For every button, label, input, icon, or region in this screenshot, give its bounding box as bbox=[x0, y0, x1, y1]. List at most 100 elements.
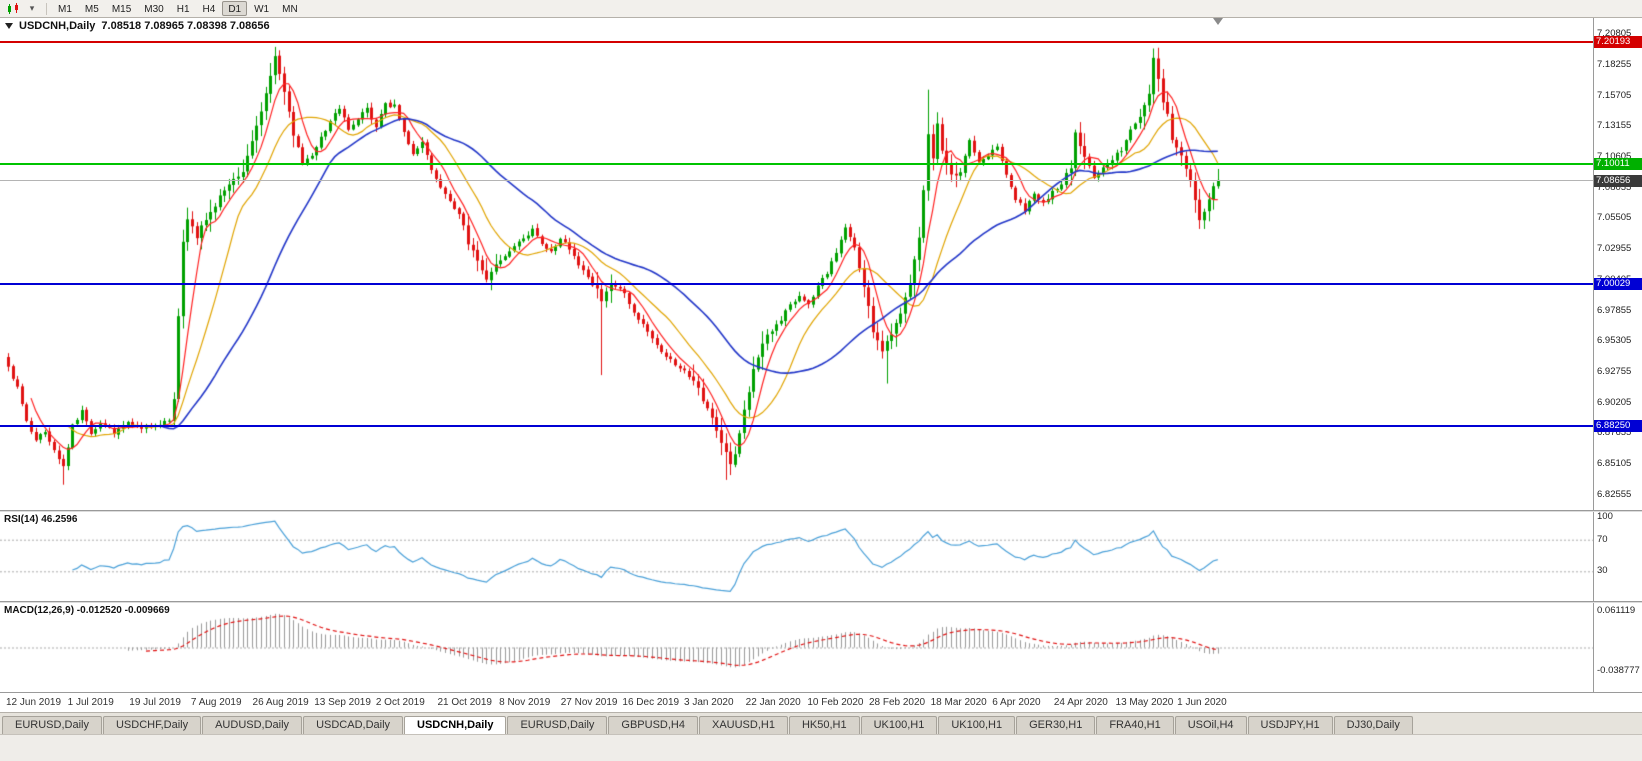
chart-tab-USOil-H4[interactable]: USOil,H4 bbox=[1174, 716, 1247, 734]
date-label: 19 Jul 2019 bbox=[129, 697, 181, 708]
chart-tab-GER30-H1[interactable]: GER30,H1 bbox=[1016, 716, 1096, 734]
price-chart-canvas[interactable] bbox=[0, 18, 1593, 510]
current-price-line bbox=[0, 180, 1593, 182]
rsi-indicator-label: RSI(14) 46.2596 bbox=[4, 514, 78, 525]
support-line-1[interactable] bbox=[0, 283, 1593, 286]
time-axis[interactable]: 12 Jun 2019 1 Jul 2019 19 Jul 2019 7 Aug 20… bbox=[0, 692, 1642, 712]
timeframe-button-M1[interactable]: M1 bbox=[58, 4, 72, 15]
timeframe-button-H4[interactable]: H4 bbox=[202, 4, 216, 15]
macd-axis-label: -0.038777 bbox=[1597, 664, 1640, 676]
price-axis-label: 6.97855 bbox=[1597, 304, 1632, 316]
toolbar-separator bbox=[46, 2, 47, 15]
chart-shift-marker[interactable] bbox=[1213, 18, 1223, 25]
resistance-line[interactable] bbox=[0, 40, 1593, 43]
rsi-axis-border bbox=[1593, 512, 1594, 601]
rsi-axis-label: 30 bbox=[1597, 565, 1608, 577]
rsi-canvas[interactable] bbox=[0, 512, 1593, 601]
pivot-line[interactable] bbox=[0, 163, 1593, 166]
date-label: 16 Dec 2019 bbox=[622, 697, 680, 708]
chart-tab-USDCAD-Daily[interactable]: USDCAD,Daily bbox=[303, 716, 404, 734]
timeframe-button-MN[interactable]: MN bbox=[282, 4, 298, 15]
chart-tab-FRA40-H1[interactable]: FRA40,H1 bbox=[1096, 716, 1174, 734]
price-axis-label: 7.13155 bbox=[1597, 120, 1632, 132]
chart-tab-DJ30-Daily[interactable]: DJ30,Daily bbox=[1333, 716, 1413, 734]
chart-tab-GBPUSD-H4[interactable]: GBPUSD,H4 bbox=[608, 716, 698, 734]
date-label: 1 Jul 2019 bbox=[67, 697, 114, 708]
timeframe-button-H1[interactable]: H1 bbox=[176, 4, 190, 15]
chart-tab-HK50-H1[interactable]: HK50,H1 bbox=[788, 716, 860, 734]
date-label: 8 Nov 2019 bbox=[499, 697, 551, 708]
chart-tab-EURUSD-Daily[interactable]: EURUSD,Daily bbox=[507, 716, 608, 734]
chart-tab-USDCNH-Daily[interactable]: USDCNH,Daily bbox=[404, 716, 507, 734]
date-label: 1 Jun 2020 bbox=[1177, 697, 1227, 708]
rsi-axis-label: 100 bbox=[1597, 512, 1613, 522]
pivot-line-tag: 7.10011 bbox=[1594, 158, 1642, 171]
date-label: 24 Apr 2020 bbox=[1053, 697, 1108, 708]
support-line-2-tag: 6.88250 bbox=[1594, 420, 1642, 433]
chart-tab-XAUUSD-H1[interactable]: XAUUSD,H1 bbox=[698, 716, 788, 734]
timeframe-button-M15[interactable]: M15 bbox=[111, 4, 132, 15]
toolbar: ▾ M1 M5 M15 M30 H1 H4 D1 W1 MN bbox=[0, 0, 1642, 18]
date-label: 12 Jun 2019 bbox=[6, 697, 62, 708]
date-label: 21 Oct 2019 bbox=[437, 697, 492, 708]
price-axis-label: 7.02955 bbox=[1597, 243, 1632, 255]
support-line-2[interactable] bbox=[0, 425, 1593, 428]
date-label: 28 Feb 2020 bbox=[868, 697, 926, 708]
price-axis-label: 7.18255 bbox=[1597, 58, 1632, 70]
candlestick-chart-icon[interactable] bbox=[4, 1, 22, 17]
price-axis-label: 6.90205 bbox=[1597, 396, 1632, 408]
macd-canvas[interactable] bbox=[0, 603, 1593, 692]
rsi-axis-label: 70 bbox=[1597, 533, 1608, 545]
date-label: 26 Aug 2019 bbox=[252, 697, 309, 708]
resistance-line-tag: 7.20193 bbox=[1594, 35, 1642, 48]
current-price-line-tag: 7.08656 bbox=[1594, 174, 1642, 187]
chart-tab-UK100-H1[interactable]: UK100,H1 bbox=[860, 716, 938, 734]
timeframe-button-D1[interactable]: D1 bbox=[222, 1, 248, 16]
timeframe-button-M30[interactable]: M30 bbox=[144, 4, 164, 15]
rsi-pane: RSI(14) 46.2596 100 70 30 bbox=[0, 512, 1642, 601]
price-axis-label: 7.08055 bbox=[1597, 181, 1632, 193]
support-line-1-tag: 7.00029 bbox=[1594, 278, 1642, 291]
chart-tab-AUDUSD-Daily[interactable]: AUDUSD,Daily bbox=[202, 716, 303, 734]
chart-tab-USDCHF-Daily[interactable]: USDCHF,Daily bbox=[102, 716, 202, 734]
price-axis-label: 6.87655 bbox=[1597, 427, 1632, 439]
macd-axis-label: 0.061119 bbox=[1597, 605, 1636, 617]
timeframe-button-M5[interactable]: M5 bbox=[84, 4, 99, 15]
date-label: 7 Aug 2019 bbox=[190, 697, 242, 708]
timeframe-button-W1[interactable]: W1 bbox=[254, 4, 270, 15]
date-label: 22 Jan 2020 bbox=[745, 697, 801, 708]
chart-tab-UK100-H1[interactable]: UK100,H1 bbox=[938, 716, 1016, 734]
main-chart-pane: USDCNH,Daily 7.08518 7.08965 7.08398 7.0… bbox=[0, 18, 1642, 510]
chart-tab-USDJPY-H1[interactable]: USDJPY,H1 bbox=[1247, 716, 1333, 734]
date-label: 6 Apr 2020 bbox=[992, 697, 1041, 708]
date-label: 3 Jan 2020 bbox=[684, 697, 734, 708]
date-label: 27 Nov 2019 bbox=[560, 697, 618, 708]
chevron-down-icon[interactable]: ▾ bbox=[29, 3, 35, 13]
chart-window: USDCNH,Daily 7.08518 7.08965 7.08398 7.0… bbox=[0, 18, 1642, 712]
chart-tab-EURUSD-Daily[interactable]: EURUSD,Daily bbox=[2, 716, 102, 734]
price-axis-label: 7.15705 bbox=[1597, 89, 1632, 101]
price-axis-label: 7.05505 bbox=[1597, 212, 1632, 224]
chart-title: USDCNH,Daily 7.08518 7.08965 7.08398 7.0… bbox=[5, 20, 270, 32]
price-axis-label: 6.85105 bbox=[1597, 458, 1632, 470]
symbol-period-label: USDCNH,Daily bbox=[19, 20, 96, 32]
pane-separator[interactable] bbox=[0, 510, 1642, 512]
price-axis-border bbox=[1593, 18, 1594, 510]
date-label: 2 Oct 2019 bbox=[375, 697, 425, 708]
price-axis-label: 7.20805 bbox=[1597, 28, 1632, 40]
macd-indicator-label: MACD(12,26,9) -0.012520 -0.009669 bbox=[4, 605, 170, 616]
chart-tab-bar: EURUSD,Daily USDCHF,Daily AUDUSD,Daily USDC… bbox=[0, 712, 1642, 734]
price-axis-label: 6.82555 bbox=[1597, 488, 1632, 500]
expand-triangle-icon[interactable] bbox=[5, 23, 13, 29]
timeframe-button-group: M1 M5 M15 M30 H1 H4 D1 W1 MN bbox=[52, 1, 304, 16]
price-axis-label: 6.95305 bbox=[1597, 335, 1632, 347]
ohlc-values: 7.08518 7.08965 7.08398 7.08656 bbox=[101, 20, 270, 32]
price-axis-label: 6.92755 bbox=[1597, 366, 1632, 378]
pane-separator[interactable] bbox=[0, 601, 1642, 603]
macd-axis-border bbox=[1593, 603, 1594, 692]
macd-pane: MACD(12,26,9) -0.012520 -0.009669 0.0611… bbox=[0, 603, 1642, 692]
date-label: 10 Feb 2020 bbox=[807, 697, 864, 708]
date-label: 13 Sep 2019 bbox=[314, 697, 371, 708]
price-axis-label: 7.10605 bbox=[1597, 151, 1632, 163]
date-label: 13 May 2020 bbox=[1115, 697, 1174, 708]
